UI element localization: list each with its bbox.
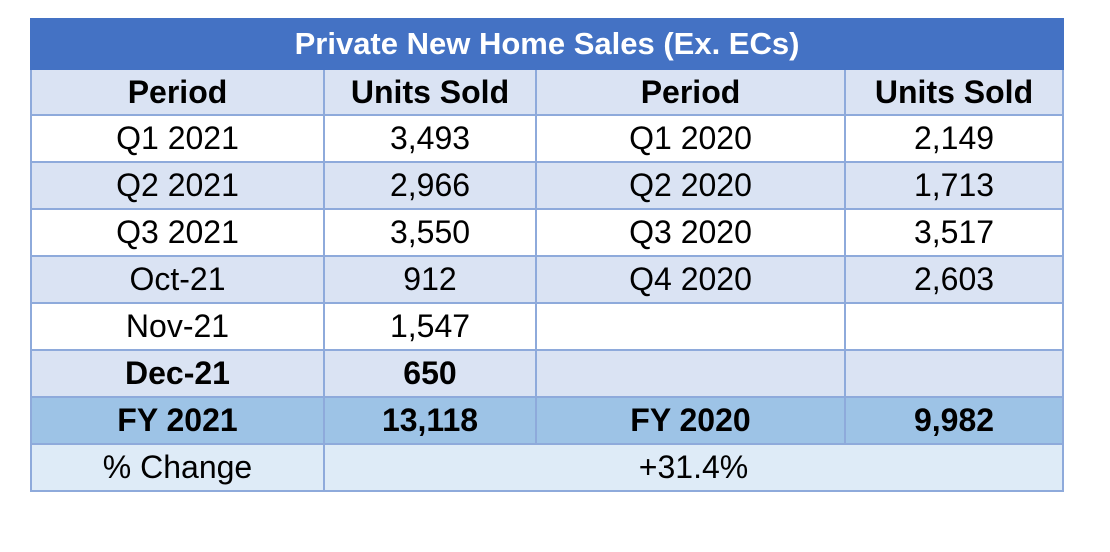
total-units-2020: 9,982 <box>843 396 1065 445</box>
header-units-2021: Units Sold <box>323 68 537 116</box>
period-2021-cell: Nov-21 <box>30 302 325 351</box>
period-2020-cell: Q2 2020 <box>535 161 846 210</box>
table-title: Private New Home Sales (Ex. ECs) <box>29 18 1065 70</box>
table-row: Nov-21 1,547 <box>30 302 1065 351</box>
table-row: Q1 2021 3,493 Q1 2020 2,149 <box>30 114 1065 163</box>
period-2020-cell <box>535 302 846 351</box>
period-2021-cell: Q2 2021 <box>30 161 325 210</box>
total-period-2020: FY 2020 <box>535 396 846 445</box>
units-2020-cell: 2,149 <box>843 114 1065 163</box>
table-title-row: Private New Home Sales (Ex. ECs) <box>29 18 1065 70</box>
period-2021-cell: Oct-21 <box>30 255 325 304</box>
header-period-2021: Period <box>30 68 325 116</box>
table-row: Q3 2021 3,550 Q3 2020 3,517 <box>30 208 1065 257</box>
units-2020-cell: 1,713 <box>843 161 1065 210</box>
table-row: Q2 2021 2,966 Q2 2020 1,713 <box>30 161 1065 210</box>
totals-row: FY 2021 13,118 FY 2020 9,982 <box>30 396 1065 445</box>
header-period-2020: Period <box>535 68 846 116</box>
units-2021-cell: 1,547 <box>323 302 537 351</box>
period-2020-cell <box>535 349 846 398</box>
table-row: Dec-21 650 <box>30 349 1065 398</box>
units-2020-cell <box>843 302 1065 351</box>
change-label: % Change <box>30 443 325 492</box>
total-period-2021: FY 2021 <box>30 396 325 445</box>
period-2021-cell: Q3 2021 <box>30 208 325 257</box>
period-2021-cell: Dec-21 <box>30 349 325 398</box>
units-2020-cell <box>843 349 1065 398</box>
period-2021-cell: Q1 2021 <box>30 114 325 163</box>
table-row: Oct-21 912 Q4 2020 2,603 <box>30 255 1065 304</box>
units-2021-cell: 650 <box>323 349 537 398</box>
units-2020-cell: 2,603 <box>843 255 1065 304</box>
units-2020-cell: 3,517 <box>843 208 1065 257</box>
total-units-2021: 13,118 <box>323 396 537 445</box>
change-value: +31.4% <box>322 443 1065 492</box>
home-sales-table: Private New Home Sales (Ex. ECs) Period … <box>29 18 1065 492</box>
units-2021-cell: 3,493 <box>323 114 537 163</box>
period-2020-cell: Q3 2020 <box>535 208 846 257</box>
header-units-2020: Units Sold <box>843 68 1065 116</box>
units-2021-cell: 2,966 <box>323 161 537 210</box>
units-2021-cell: 912 <box>323 255 537 304</box>
period-2020-cell: Q1 2020 <box>535 114 846 163</box>
period-2020-cell: Q4 2020 <box>535 255 846 304</box>
change-row: % Change +31.4% <box>30 443 1065 492</box>
units-2021-cell: 3,550 <box>323 208 537 257</box>
header-row: Period Units Sold Period Units Sold <box>30 68 1065 116</box>
